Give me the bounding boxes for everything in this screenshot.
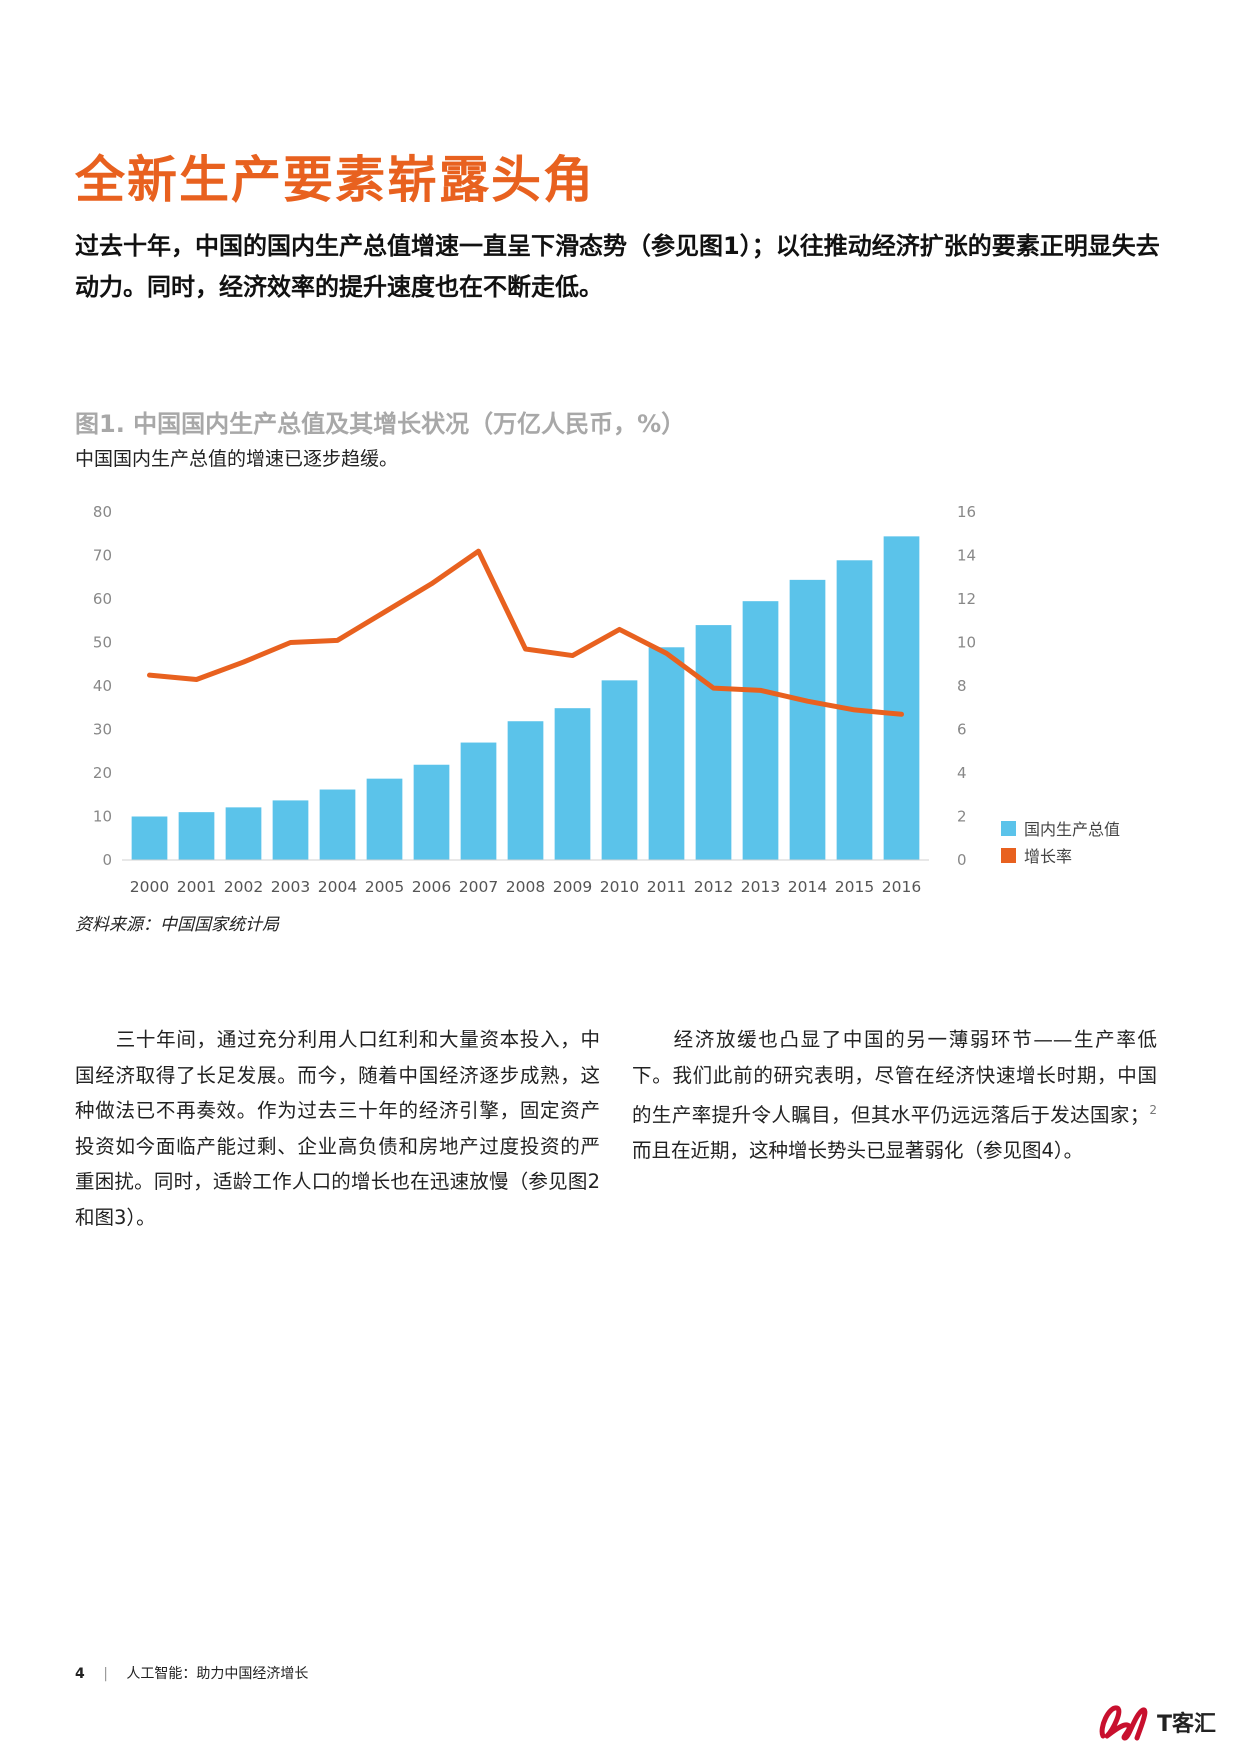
body-right-text: 经济放缓也凸显了中国的另一薄弱环节——生产率低下。我们此前的研究表明，尽管在经济…: [632, 1028, 1157, 1127]
gdp-bar: [366, 778, 403, 860]
body-right-tail: 而且在近期，这种增长势头已显著弱化（参见图4）。: [632, 1139, 1084, 1162]
x-axis-tick: 2011: [647, 878, 686, 896]
x-axis-tick: 2007: [459, 878, 498, 896]
x-axis-tick: 2001: [177, 878, 216, 896]
x-axis-tick: 2014: [788, 878, 827, 896]
gdp-chart: 0 10 20 30 40 50 60 70 80 0 2 4 6 8 10 12 14 16 2000 2001…: [93, 503, 1120, 896]
page-title: 全新生产要素崭露头角: [75, 151, 595, 209]
right-axis-tick: 4: [957, 764, 967, 782]
x-axis-tick: 2008: [506, 878, 545, 896]
legend-label-gdp: 国内生产总值: [1024, 820, 1120, 839]
figure-title: 图1. 中国国内生产总值及其增长状况（万亿人民币，%）: [75, 410, 686, 438]
left-axis-tick: 30: [93, 721, 112, 739]
x-axis-tick: 2016: [882, 878, 921, 896]
x-axis-tick: 2009: [553, 878, 592, 896]
page-number: 4: [75, 1666, 85, 1682]
right-axis-ticks: 0 2 4 6 8 10 12 14 16: [957, 503, 976, 869]
left-axis-tick: 70: [93, 547, 112, 565]
gdp-bar: [554, 708, 591, 860]
x-axis-ticks: 2000 2001 2002 2003 2004 2005 2006 2007 2008 2009…: [130, 878, 921, 896]
growth-line-series: [147, 548, 904, 717]
gdp-bar: [601, 680, 638, 860]
x-axis-tick: 2012: [694, 878, 733, 896]
legend-label-growth: 增长率: [1024, 847, 1072, 866]
gdp-bar: [789, 579, 826, 860]
footer-separator: |: [103, 1666, 108, 1682]
page-footer: 4 | 人工智能：助力中国经济增长: [75, 1663, 308, 1683]
figure-subtitle: 中国国内生产总值的增速已逐步趋缓。: [75, 448, 399, 470]
gdp-bar: [648, 647, 685, 860]
body-column-left: 三十年间，通过充分利用人口红利和大量资本投入，中国经济取得了长足发展。而今，随着…: [75, 1022, 600, 1235]
growth-line: [147, 548, 904, 717]
gdp-bar: [272, 800, 309, 860]
gdp-bar: [507, 721, 544, 860]
gdp-bar: [225, 807, 262, 860]
left-axis-ticks: 0 10 20 30 40 50 60 70 80: [93, 503, 112, 869]
gdp-bars: [131, 536, 920, 860]
left-axis-tick: 0: [102, 851, 112, 869]
left-axis-tick: 60: [93, 590, 112, 608]
footnote-ref[interactable]: 2: [1149, 1103, 1157, 1117]
body-column-right: 经济放缓也凸显了中国的另一薄弱环节——生产率低下。我们此前的研究表明，尽管在经济…: [632, 1022, 1157, 1169]
gdp-bar: [131, 816, 168, 860]
x-axis-tick: 2003: [271, 878, 310, 896]
right-axis-tick: 0: [957, 851, 967, 869]
chart-legend: 国内生产总值 增长率: [1001, 820, 1120, 866]
right-axis-tick: 8: [957, 677, 967, 695]
left-axis-tick: 50: [93, 634, 112, 652]
x-axis-tick: 2013: [741, 878, 780, 896]
gdp-bar: [178, 812, 215, 860]
brand-logo: T客汇: [1099, 1705, 1216, 1741]
right-axis-tick: 6: [957, 721, 967, 739]
gdp-bar: [695, 625, 732, 860]
x-axis-tick: 2002: [224, 878, 263, 896]
figure-source: 资料来源：中国国家统计局: [75, 915, 279, 935]
right-axis-tick: 14: [957, 547, 976, 565]
gdp-bar: [742, 601, 779, 860]
gdp-bar: [413, 764, 450, 860]
right-axis-tick: 16: [957, 503, 976, 521]
right-axis-tick: 12: [957, 590, 976, 608]
legend-swatch-gdp: [1001, 821, 1016, 836]
body-left-text: 三十年间，通过充分利用人口红利和大量资本投入，中国经济取得了长足发展。而今，随着…: [75, 1028, 600, 1229]
x-axis-tick: 2004: [318, 878, 357, 896]
x-axis-tick: 2005: [365, 878, 404, 896]
left-axis-tick: 20: [93, 764, 112, 782]
left-axis-tick: 80: [93, 503, 112, 521]
footer-title: 人工智能：助力中国经济增长: [126, 1666, 309, 1682]
x-axis-tick: 2000: [130, 878, 169, 896]
lead-paragraph: 过去十年，中国的国内生产总值增速一直呈下滑态势（参见图1）；以往推动经济扩张的要…: [75, 232, 1160, 301]
right-axis-tick: 10: [957, 634, 976, 652]
left-axis-tick: 40: [93, 677, 112, 695]
gdp-bar: [460, 742, 497, 860]
gdp-bar: [319, 789, 356, 860]
x-axis-tick: 2015: [835, 878, 874, 896]
left-axis-tick: 10: [93, 808, 112, 826]
x-axis-tick: 2006: [412, 878, 451, 896]
legend-swatch-growth: [1001, 848, 1016, 863]
right-axis-tick: 2: [957, 808, 967, 826]
logo-text: T客汇: [1157, 1711, 1216, 1737]
x-axis-tick: 2010: [600, 878, 639, 896]
gdp-bar: [883, 536, 920, 860]
